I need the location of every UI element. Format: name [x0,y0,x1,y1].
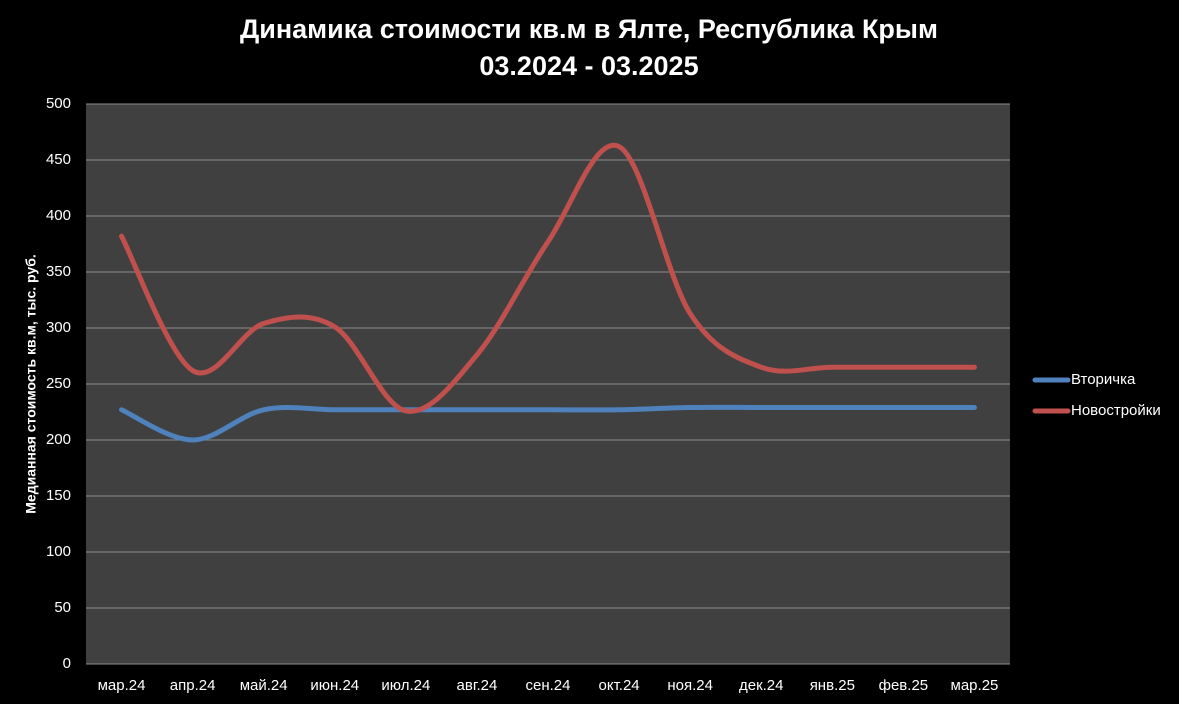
y-tick-label: 200 [46,431,71,448]
x-tick-label: янв.25 [810,677,855,694]
x-tick-label: авг.24 [457,677,498,694]
x-tick-label: июл.24 [381,677,430,694]
x-tick-label: ноя.24 [667,677,713,694]
chart-subtitle: 03.2024 - 03.2025 [479,51,698,81]
y-tick-label: 500 [46,95,71,112]
x-tick-label: дек.24 [739,677,784,694]
y-tick-label: 150 [46,487,71,504]
y-tick-label: 300 [46,319,71,336]
y-axis-label: Медианная стоимость кв.м, тыс. руб. [23,254,39,514]
x-tick-label: окт.24 [599,677,640,694]
series-line [119,404,977,443]
x-tick-label: июн.24 [310,677,359,694]
legend-label: Вторичка [1071,371,1136,388]
y-tick-label: 450 [46,151,71,168]
y-tick-label: 400 [46,207,71,224]
x-tick-label: апр.24 [170,677,216,694]
y-tick-label: 250 [46,375,71,392]
series-line [119,142,977,414]
x-tick-label: мар.25 [951,677,999,694]
y-tick-label: 0 [63,655,71,672]
x-tick-label: май.24 [240,677,288,694]
y-tick-label: 50 [54,599,71,616]
y-tick-label: 350 [46,263,71,280]
x-tick-label: фев.25 [879,677,929,694]
chart-title: Динамика стоимости кв.м в Ялте, Республи… [240,14,938,44]
legend-label: Новостройки [1071,402,1161,419]
x-tick-label: сен.24 [526,677,571,694]
y-tick-label: 100 [46,543,71,560]
x-tick-label: мар.24 [98,677,146,694]
